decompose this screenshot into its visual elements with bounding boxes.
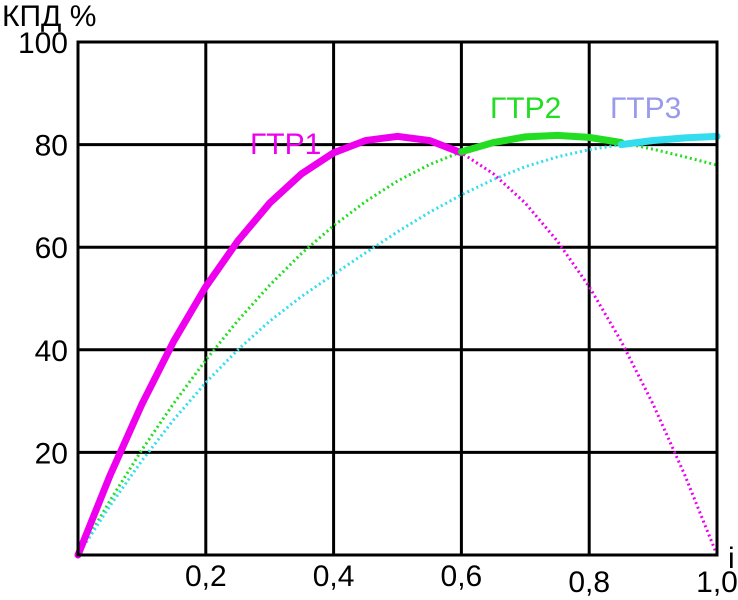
y-axis-title: КПД % <box>2 0 96 33</box>
x-tick-label: 0,6 <box>441 560 483 593</box>
plot-border <box>76 40 719 557</box>
grid <box>78 42 717 555</box>
y-tick-label: 60 <box>35 232 68 265</box>
series-2-label: ГТР2 <box>490 92 561 125</box>
y-tick-label: 40 <box>35 335 68 368</box>
series-1-solid-line <box>74 132 465 559</box>
series-layer <box>74 131 721 559</box>
y-tick-label: 80 <box>35 130 68 163</box>
series-2-solid-line <box>457 131 625 156</box>
x-tick-label: 0,4 <box>313 560 355 593</box>
series-3-label: ГТР3 <box>610 92 681 125</box>
x-tick-label: 1,0 <box>696 566 738 599</box>
tick-labels: 0,2 0,4 0,6 0,8 1,0 20 40 60 80 100 <box>18 27 738 599</box>
y-tick-label: 20 <box>35 437 68 470</box>
series-labels: ГТР1 ГТР2 ГТР3 <box>250 92 681 161</box>
series-3-dotted-line <box>76 134 718 556</box>
series-1-label: ГТР1 <box>250 128 321 161</box>
plot-frame <box>76 40 719 557</box>
x-axis-title: i <box>728 542 735 575</box>
y-tick-label: 100 <box>18 27 68 60</box>
series-3-solid-line <box>617 132 721 149</box>
x-tick-label: 0,8 <box>568 566 610 599</box>
x-tick-label: 0,2 <box>185 560 227 593</box>
